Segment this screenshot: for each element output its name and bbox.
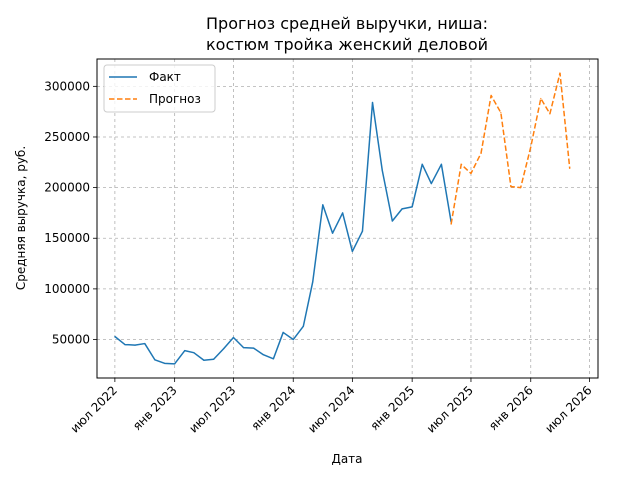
legend: Факт Прогноз <box>103 64 216 113</box>
data-point-fact <box>361 230 364 232</box>
data-point-fact <box>213 358 215 360</box>
data-point-fact <box>312 281 314 283</box>
data-point-fact <box>440 163 442 165</box>
data-point-fact <box>124 343 126 346</box>
data-point-fact <box>322 204 324 206</box>
data-point-fact <box>302 325 304 327</box>
y-tick-label: 300000 <box>44 79 90 93</box>
data-point-forecast <box>510 186 512 188</box>
y-tick-label: 200000 <box>44 181 90 195</box>
data-point-forecast <box>460 163 462 165</box>
data-point-fact <box>401 208 403 210</box>
data-point-forecast <box>549 113 551 115</box>
y-tick-label: 100000 <box>44 282 90 296</box>
data-point-fact <box>262 354 264 356</box>
chart-title-line-1: Прогноз средней выручки, ниша: <box>206 14 488 33</box>
data-point-fact <box>232 336 235 339</box>
y-axis-label: Средняя выручка, руб. <box>14 146 28 290</box>
data-point-fact <box>114 335 116 338</box>
data-point-fact <box>193 352 195 354</box>
y-tick-label: 50000 <box>52 333 90 347</box>
data-point-fact <box>242 347 245 349</box>
data-point-fact <box>342 212 344 214</box>
data-point-fact <box>391 220 393 222</box>
x-axis-label: Дата <box>331 452 362 466</box>
data-point-fact <box>134 344 136 346</box>
y-tick-label: 150000 <box>44 231 90 245</box>
data-point-forecast <box>530 146 532 148</box>
data-point-fact <box>174 363 176 365</box>
data-point-fact <box>351 250 353 253</box>
legend-label-forecast: Прогноз <box>149 92 201 106</box>
data-point-forecast <box>470 172 472 175</box>
data-point-fact <box>223 348 225 350</box>
data-point-fact <box>421 163 423 165</box>
data-point-fact <box>154 359 156 361</box>
data-point-fact <box>203 359 205 361</box>
data-point-fact <box>253 347 255 349</box>
data-point-forecast <box>490 94 492 97</box>
data-point-fact <box>163 362 166 364</box>
data-point-forecast <box>500 112 502 114</box>
data-point-fact <box>411 206 413 208</box>
data-point-fact <box>282 331 284 334</box>
data-point-fact <box>144 342 146 345</box>
data-point-fact <box>292 338 294 341</box>
data-point-forecast <box>540 97 542 100</box>
data-point-forecast <box>520 187 522 189</box>
series-group <box>114 72 571 365</box>
y-tick-label: 250000 <box>44 130 90 144</box>
data-point-fact <box>430 182 432 185</box>
data-point-forecast <box>559 72 561 74</box>
data-point-forecast <box>569 167 571 169</box>
data-point-fact <box>331 232 334 234</box>
data-point-fact <box>184 350 186 352</box>
data-point-fact <box>272 358 275 360</box>
data-point-fact <box>371 101 374 104</box>
chart-title-line-2: костюм тройка женский деловой <box>206 35 488 54</box>
data-point-fact <box>381 169 383 171</box>
plot-frame <box>96 58 599 379</box>
legend-label-fact: Факт <box>149 70 181 84</box>
data-point-forecast <box>450 223 452 225</box>
data-point-forecast <box>480 152 482 154</box>
grid <box>97 59 598 378</box>
